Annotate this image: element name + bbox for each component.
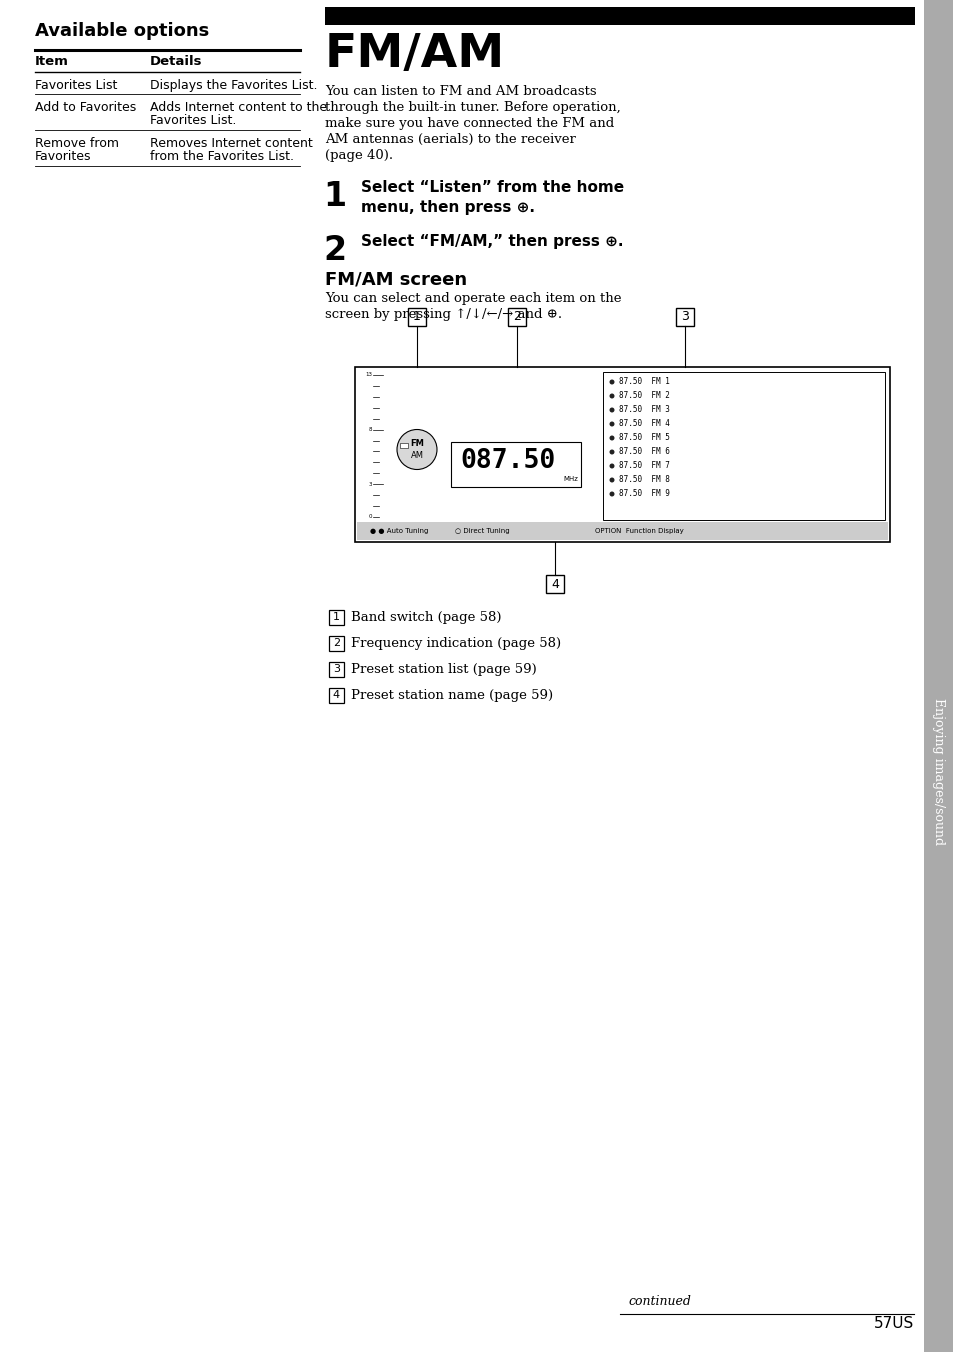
Text: 3: 3 — [680, 311, 688, 323]
Text: Enjoying images/sound: Enjoying images/sound — [931, 699, 944, 845]
Text: 57US: 57US — [873, 1315, 913, 1330]
Text: continued: continued — [627, 1295, 690, 1307]
Bar — [507, 308, 525, 326]
Text: Select “Listen” from the home: Select “Listen” from the home — [360, 180, 623, 195]
Text: 87.50  FM 9: 87.50 FM 9 — [618, 489, 669, 499]
Text: Preset station name (page 59): Preset station name (page 59) — [351, 690, 553, 702]
Text: MHz: MHz — [563, 476, 578, 483]
Text: Details: Details — [150, 55, 202, 68]
Text: 87.50  FM 6: 87.50 FM 6 — [618, 448, 669, 457]
Text: 87.50  FM 4: 87.50 FM 4 — [618, 419, 669, 429]
Text: You can select and operate each item on the: You can select and operate each item on … — [325, 292, 620, 306]
Text: from the Favorites List.: from the Favorites List. — [150, 150, 294, 164]
Text: 87.50  FM 8: 87.50 FM 8 — [618, 476, 669, 484]
Bar — [355, 366, 889, 542]
Text: OPTION  Function Display: OPTION Function Display — [595, 529, 683, 534]
Bar — [399, 442, 408, 448]
Circle shape — [609, 380, 614, 384]
Text: Preset station list (page 59): Preset station list (page 59) — [351, 662, 537, 676]
Text: menu, then press ⊕.: menu, then press ⊕. — [360, 200, 535, 215]
Text: Favorites List.: Favorites List. — [150, 114, 236, 127]
Text: ○ Direct Tuning: ○ Direct Tuning — [455, 529, 509, 534]
Bar — [329, 610, 344, 625]
Bar — [545, 575, 563, 594]
Text: 1: 1 — [323, 180, 346, 214]
Text: 8: 8 — [368, 427, 372, 433]
Circle shape — [609, 477, 614, 483]
Text: Remove from: Remove from — [35, 137, 119, 150]
Text: 4: 4 — [333, 691, 339, 700]
Bar — [923, 0, 953, 1352]
Circle shape — [609, 407, 614, 412]
Circle shape — [609, 492, 614, 496]
Text: Favorites: Favorites — [35, 150, 91, 164]
Text: 87.50  FM 1: 87.50 FM 1 — [618, 377, 669, 387]
Circle shape — [396, 430, 436, 469]
Text: FM: FM — [410, 439, 423, 448]
Text: Displays the Favorites List.: Displays the Favorites List. — [150, 78, 317, 92]
Text: AM antennas (aerials) to the receiver: AM antennas (aerials) to the receiver — [325, 132, 576, 146]
Text: Favorites List: Favorites List — [35, 78, 117, 92]
Bar — [329, 688, 344, 703]
Text: 4: 4 — [551, 577, 558, 591]
Text: 87.50  FM 2: 87.50 FM 2 — [618, 392, 669, 400]
Text: 2: 2 — [323, 234, 346, 266]
Circle shape — [609, 464, 614, 469]
Bar — [408, 308, 426, 326]
Text: FM/AM: FM/AM — [325, 32, 505, 77]
Text: 3: 3 — [368, 481, 372, 487]
Text: 87.50  FM 5: 87.50 FM 5 — [618, 434, 669, 442]
Text: 2: 2 — [333, 638, 339, 649]
Text: ● ● Auto Tuning: ● ● Auto Tuning — [370, 529, 428, 534]
Text: 1: 1 — [413, 311, 420, 323]
Text: Select “FM/AM,” then press ⊕.: Select “FM/AM,” then press ⊕. — [360, 234, 623, 249]
Text: make sure you have connected the FM and: make sure you have connected the FM and — [325, 118, 614, 130]
Text: Removes Internet content: Removes Internet content — [150, 137, 313, 150]
Text: Frequency indication (page 58): Frequency indication (page 58) — [351, 637, 560, 650]
Text: 1: 1 — [333, 612, 339, 622]
Circle shape — [609, 449, 614, 454]
Bar — [325, 7, 914, 24]
Text: 2: 2 — [513, 311, 520, 323]
Bar — [676, 308, 693, 326]
Text: 87.50  FM 3: 87.50 FM 3 — [618, 406, 669, 415]
Text: Add to Favorites: Add to Favorites — [35, 101, 136, 114]
Text: through the built-in tuner. Before operation,: through the built-in tuner. Before opera… — [325, 101, 620, 114]
Text: FM/AM screen: FM/AM screen — [325, 270, 467, 288]
Text: 87.50  FM 7: 87.50 FM 7 — [618, 461, 669, 470]
Text: Adds Internet content to the: Adds Internet content to the — [150, 101, 327, 114]
Text: Available options: Available options — [35, 22, 209, 41]
Text: (page 40).: (page 40). — [325, 149, 393, 162]
Bar — [602, 372, 884, 521]
Text: You can listen to FM and AM broadcasts: You can listen to FM and AM broadcasts — [325, 85, 596, 97]
Bar — [329, 635, 344, 652]
Circle shape — [609, 435, 614, 441]
Bar — [329, 662, 344, 677]
Text: screen by pressing ↑/↓/←/→ and ⊕.: screen by pressing ↑/↓/←/→ and ⊕. — [325, 308, 561, 320]
Text: Band switch (page 58): Band switch (page 58) — [351, 611, 501, 625]
Text: 0: 0 — [368, 515, 372, 519]
Text: 087.50: 087.50 — [460, 449, 555, 475]
Text: AM: AM — [410, 452, 423, 460]
Text: Item: Item — [35, 55, 69, 68]
Text: 13: 13 — [365, 373, 372, 377]
Circle shape — [609, 422, 614, 426]
Text: 3: 3 — [333, 664, 339, 675]
Circle shape — [609, 393, 614, 399]
Bar — [451, 442, 580, 487]
Bar — [356, 522, 887, 539]
